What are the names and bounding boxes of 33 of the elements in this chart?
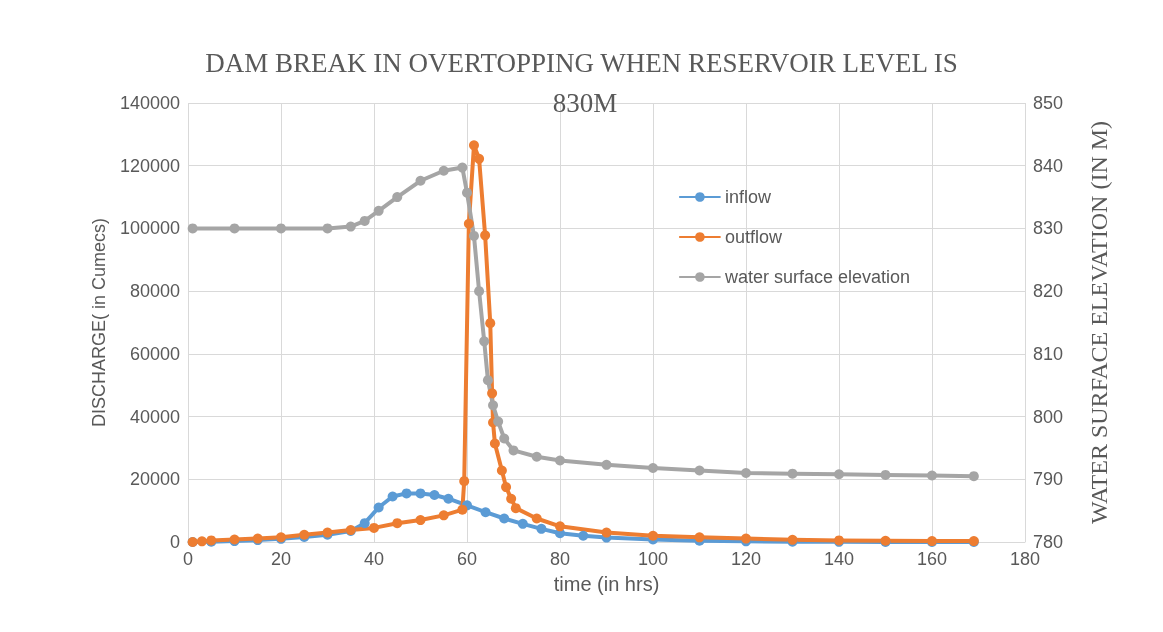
y-tick-label: 40000 — [129, 406, 180, 427]
y2-axis-title: WATER SURFACE ELEVATION (IN M) — [1086, 120, 1112, 525]
y-axis-title: DISCHARGE( in Cumecs) — [89, 217, 109, 428]
legend-label: outflow — [724, 227, 783, 247]
x-tick-label: 160 — [916, 549, 948, 569]
y2-tick-label: 840 — [1033, 155, 1064, 176]
y-tick-label: 60000 — [129, 343, 180, 364]
y2-tick-label: 780 — [1033, 532, 1064, 552]
y2-tick-label: 790 — [1033, 469, 1064, 490]
y-tick-label: 140000 — [119, 93, 180, 113]
x-tick-label: 140 — [823, 549, 855, 569]
legend-label: water surface elevation — [723, 267, 911, 287]
y2-tick-label: 850 — [1033, 93, 1064, 113]
x-tick-label: 120 — [730, 549, 762, 569]
legend-label: inflow — [724, 187, 772, 207]
y2-tick-label: 820 — [1033, 281, 1064, 302]
x-tick-label: 20 — [270, 549, 292, 569]
x-tick-label: 180 — [1009, 549, 1041, 569]
y-tick-label: 120000 — [119, 155, 180, 176]
x-tick-label: 80 — [549, 549, 571, 569]
x-axis-title: time (in hrs) — [553, 573, 660, 595]
y-tick-label: 0 — [169, 532, 180, 552]
x-tick-label: 40 — [363, 549, 385, 569]
y-tick-label: 80000 — [129, 281, 180, 302]
x-tick-label: 100 — [637, 549, 669, 569]
y-tick-label: 20000 — [129, 469, 180, 490]
y-tick-label: 100000 — [119, 218, 180, 239]
y2-tick-label: 800 — [1033, 406, 1064, 427]
x-tick-label: 60 — [456, 549, 478, 569]
chart-title: DAM BREAK IN OVERTOPPING WHEN RESERVOIR LEVEL IS 830M — [205, 48, 958, 118]
x-tick-label: 0 — [182, 549, 194, 569]
y2-tick-label: 810 — [1033, 343, 1064, 364]
y2-tick-label: 830 — [1033, 218, 1064, 239]
